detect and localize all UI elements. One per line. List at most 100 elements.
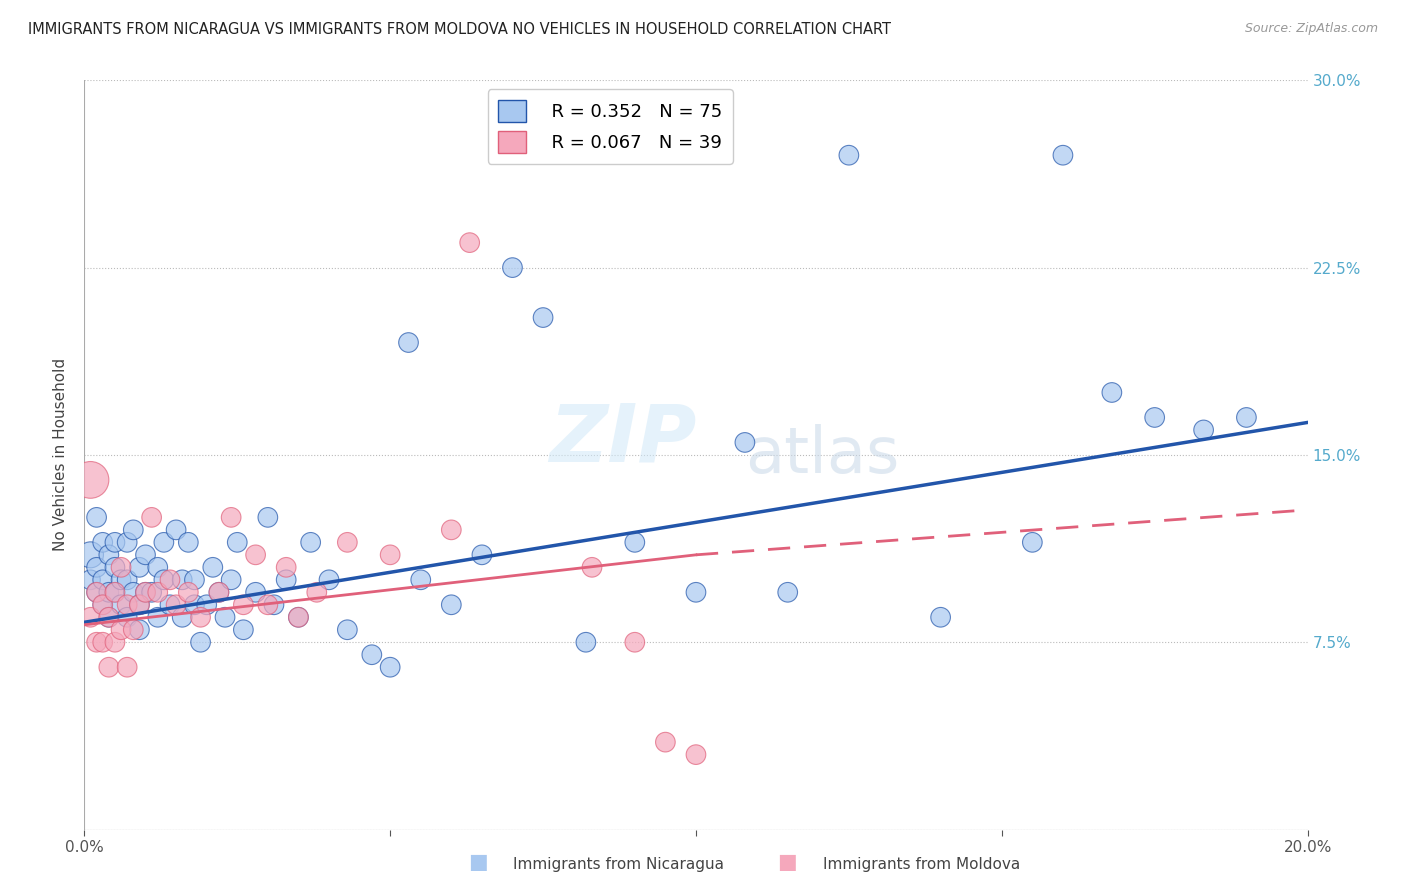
Point: [110, 573, 132, 587]
Point: [380, 548, 402, 562]
Point: [1192, 423, 1215, 437]
Point: [122, 523, 145, 537]
Y-axis label: No Vehicles in Household: No Vehicles in Household: [53, 359, 69, 551]
Text: Immigrants from Moldova: Immigrants from Moldova: [823, 857, 1019, 872]
Point: [115, 660, 138, 674]
Point: [153, 535, 176, 549]
Point: [115, 598, 138, 612]
Point: [232, 623, 254, 637]
Point: [219, 510, 242, 524]
Point: [128, 560, 150, 574]
Point: [1052, 148, 1074, 162]
Point: [276, 573, 298, 587]
Point: [79, 610, 101, 624]
Point: [685, 585, 707, 599]
Point: [471, 548, 494, 562]
Text: ■: ■: [468, 853, 488, 872]
Point: [141, 585, 163, 599]
Point: [86, 560, 108, 574]
Point: [654, 735, 676, 749]
Point: [128, 623, 150, 637]
Point: [685, 747, 707, 762]
Point: [336, 623, 359, 637]
Point: [531, 310, 554, 325]
Point: [219, 573, 242, 587]
Point: [287, 610, 309, 624]
Point: [245, 585, 267, 599]
Point: [115, 535, 138, 549]
Point: [122, 623, 145, 637]
Point: [201, 560, 224, 574]
Point: [97, 585, 120, 599]
Point: [190, 635, 212, 649]
Text: ■: ■: [778, 853, 797, 872]
Point: [86, 510, 108, 524]
Point: [305, 585, 328, 599]
Point: [183, 598, 205, 612]
Point: [257, 510, 280, 524]
Point: [257, 598, 280, 612]
Point: [141, 510, 163, 524]
Text: atlas: atlas: [745, 424, 900, 486]
Point: [624, 635, 647, 649]
Point: [581, 560, 603, 574]
Point: [97, 660, 120, 674]
Point: [575, 635, 598, 649]
Point: [245, 548, 267, 562]
Point: [336, 535, 359, 549]
Point: [115, 610, 138, 624]
Point: [135, 585, 157, 599]
Point: [1021, 535, 1043, 549]
Point: [776, 585, 799, 599]
Point: [97, 610, 120, 624]
Text: ZIP: ZIP: [550, 401, 696, 479]
Point: [110, 560, 132, 574]
Point: [110, 623, 132, 637]
Point: [177, 585, 200, 599]
Point: [440, 523, 463, 537]
Point: [104, 585, 127, 599]
Point: [276, 560, 298, 574]
Point: [398, 335, 420, 350]
Point: [360, 648, 382, 662]
Point: [97, 548, 120, 562]
Legend:   R = 0.352   N = 75,   R = 0.067   N = 39: R = 0.352 N = 75, R = 0.067 N = 39: [488, 89, 733, 164]
Point: [104, 535, 127, 549]
Point: [104, 585, 127, 599]
Point: [146, 585, 169, 599]
Point: [86, 585, 108, 599]
Point: [190, 610, 212, 624]
Point: [1101, 385, 1123, 400]
Point: [318, 573, 340, 587]
Point: [79, 548, 101, 562]
Point: [929, 610, 952, 624]
Point: [172, 610, 194, 624]
Point: [172, 573, 194, 587]
Point: [226, 535, 249, 549]
Point: [409, 573, 432, 587]
Point: [183, 573, 205, 587]
Point: [91, 535, 114, 549]
Text: Source: ZipAtlas.com: Source: ZipAtlas.com: [1244, 22, 1378, 36]
Point: [208, 585, 231, 599]
Point: [287, 610, 309, 624]
Point: [299, 535, 322, 549]
Point: [177, 535, 200, 549]
Text: IMMIGRANTS FROM NICARAGUA VS IMMIGRANTS FROM MOLDOVA NO VEHICLES IN HOUSEHOLD CO: IMMIGRANTS FROM NICARAGUA VS IMMIGRANTS …: [28, 22, 891, 37]
Point: [146, 560, 169, 574]
Point: [458, 235, 481, 250]
Point: [159, 573, 181, 587]
Point: [624, 535, 647, 549]
Point: [104, 635, 127, 649]
Point: [165, 598, 187, 612]
Point: [115, 573, 138, 587]
Point: [734, 435, 756, 450]
Point: [838, 148, 860, 162]
Point: [135, 548, 157, 562]
Point: [195, 598, 218, 612]
Point: [232, 598, 254, 612]
Point: [91, 598, 114, 612]
Point: [146, 610, 169, 624]
Point: [79, 473, 101, 487]
Point: [104, 560, 127, 574]
